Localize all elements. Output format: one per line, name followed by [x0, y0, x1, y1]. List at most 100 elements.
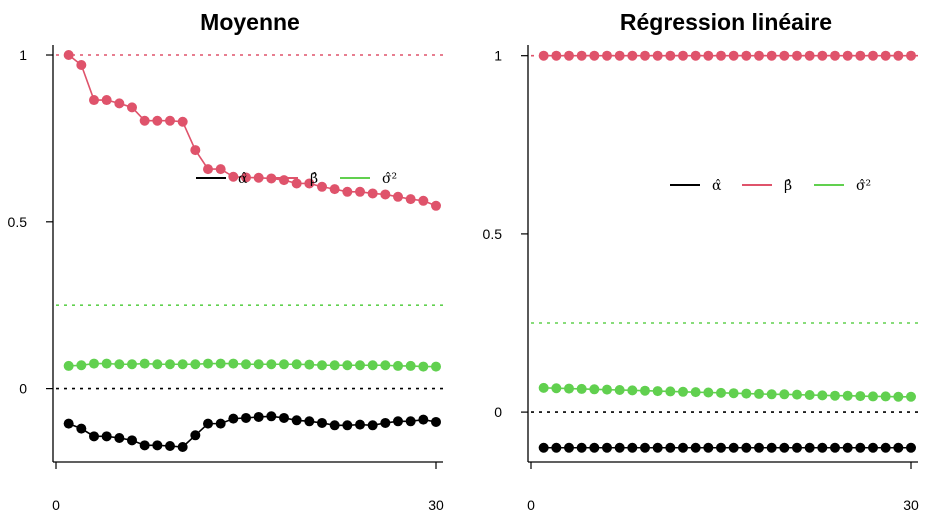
point-beta — [380, 189, 391, 200]
point-sigma2 — [367, 360, 378, 371]
point-beta — [405, 194, 416, 205]
point-beta — [165, 115, 175, 126]
point-alpha — [703, 442, 714, 453]
point-beta — [741, 50, 752, 61]
point-sigma2 — [152, 359, 163, 370]
point-sigma2 — [855, 391, 866, 402]
point-alpha — [551, 442, 562, 453]
point-beta — [190, 145, 201, 156]
point-sigma2 — [842, 390, 853, 401]
point-beta — [291, 178, 302, 189]
point-alpha — [279, 412, 289, 423]
point-sigma2 — [817, 390, 828, 401]
point-alpha — [190, 430, 201, 441]
point-beta — [114, 98, 125, 109]
point-sigma2 — [551, 383, 562, 394]
point-sigma2 — [830, 390, 840, 401]
point-beta — [152, 115, 163, 126]
point-sigma2 — [880, 391, 891, 402]
point-alpha — [564, 442, 574, 453]
point-beta — [241, 172, 251, 183]
point-alpha — [855, 442, 866, 453]
point-beta — [842, 50, 853, 61]
y-tick-label: 1 — [494, 48, 502, 64]
point-alpha — [253, 411, 264, 422]
point-sigma2 — [114, 359, 125, 370]
point-beta — [127, 102, 137, 113]
point-alpha — [228, 413, 239, 424]
point-beta — [678, 50, 688, 61]
point-beta — [538, 50, 549, 61]
point-beta — [779, 50, 790, 61]
point-alpha — [665, 442, 676, 453]
point-beta — [728, 50, 739, 61]
point-beta — [906, 50, 916, 61]
point-alpha — [215, 418, 226, 429]
point-alpha — [868, 442, 878, 453]
point-sigma2 — [804, 389, 815, 400]
point-alpha — [538, 442, 549, 453]
point-sigma2 — [291, 359, 302, 370]
point-sigma2 — [355, 360, 365, 371]
point-sigma2 — [893, 391, 904, 402]
point-beta — [754, 50, 764, 61]
point-beta — [431, 200, 441, 211]
point-sigma2 — [678, 386, 688, 397]
point-alpha — [89, 431, 99, 442]
point-sigma2 — [89, 358, 99, 369]
point-sigma2 — [766, 389, 777, 400]
point-alpha — [317, 417, 327, 428]
y-tick-label: 0 — [19, 381, 27, 397]
point-sigma2 — [329, 360, 340, 371]
point-sigma2 — [703, 387, 714, 398]
point-beta — [703, 50, 714, 61]
point-alpha — [640, 442, 650, 453]
point-sigma2 — [602, 384, 612, 395]
point-beta — [855, 50, 866, 61]
point-alpha — [76, 423, 87, 434]
point-alpha — [342, 420, 353, 431]
point-beta — [627, 50, 638, 61]
point-sigma2 — [101, 358, 112, 369]
point-beta — [576, 50, 587, 61]
point-alpha — [405, 416, 416, 427]
legend-label-beta: β̂ — [310, 171, 318, 187]
point-beta — [177, 116, 188, 127]
point-beta — [652, 50, 663, 61]
point-sigma2 — [716, 387, 726, 398]
point-alpha — [766, 442, 777, 453]
point-beta — [63, 50, 74, 61]
point-alpha — [329, 420, 340, 431]
legend-label-alpha: α̂ — [712, 178, 722, 194]
point-beta — [139, 115, 150, 126]
point-sigma2 — [203, 358, 213, 369]
point-alpha — [367, 420, 378, 431]
y-tick-label: 0.5 — [8, 214, 28, 230]
point-beta — [329, 184, 340, 195]
point-beta — [367, 188, 378, 199]
point-sigma2 — [741, 388, 752, 399]
point-sigma2 — [538, 382, 549, 393]
point-beta — [355, 186, 365, 197]
point-alpha — [652, 442, 663, 453]
point-beta — [868, 50, 878, 61]
legend-label-alpha: α̂ — [238, 171, 248, 187]
point-sigma2 — [728, 388, 739, 399]
point-sigma2 — [304, 359, 315, 370]
point-sigma2 — [652, 386, 663, 397]
x-tick-label: 0 — [52, 497, 60, 513]
point-sigma2 — [627, 385, 638, 396]
point-alpha — [139, 440, 150, 451]
point-beta — [880, 50, 891, 61]
point-alpha — [177, 441, 188, 452]
point-beta — [792, 50, 802, 61]
point-beta — [551, 50, 562, 61]
legend-label-sigma2: σ̂² — [856, 178, 871, 194]
point-sigma2 — [792, 389, 802, 400]
point-sigma2 — [380, 360, 391, 371]
point-beta — [817, 50, 828, 61]
point-alpha — [380, 417, 391, 428]
point-alpha — [393, 416, 403, 427]
point-beta — [418, 195, 429, 206]
legend-label-sigma2: σ̂² — [382, 171, 397, 187]
